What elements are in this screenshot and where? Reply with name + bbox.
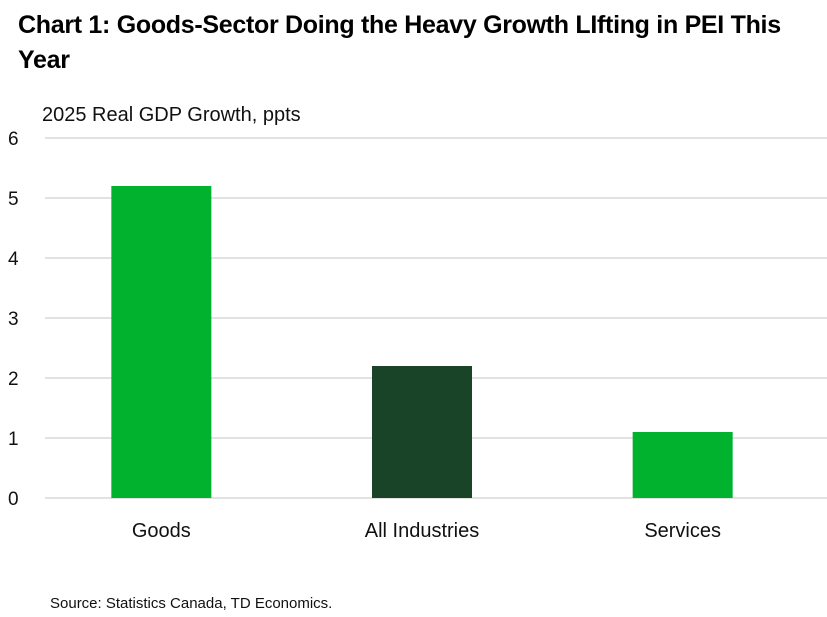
x-tick-label: Services bbox=[644, 520, 721, 542]
y-tick-label: 2 bbox=[8, 369, 19, 390]
x-tick-label: All Industries bbox=[365, 520, 480, 542]
y-tick-label: 3 bbox=[8, 309, 19, 330]
source-note: Source: Statistics Canada, TD Economics. bbox=[50, 595, 333, 612]
chart-title: Chart 1: Goods-Sector Doing the Heavy Gr… bbox=[18, 11, 781, 74]
x-tick-label: Goods bbox=[132, 520, 191, 542]
y-tick-label: 6 bbox=[8, 129, 19, 150]
y-tick-label: 0 bbox=[8, 489, 19, 510]
bar-all-industries bbox=[372, 366, 472, 498]
y-tick-label: 1 bbox=[8, 429, 19, 450]
y-tick-label: 4 bbox=[8, 249, 19, 270]
y-tick-label: 5 bbox=[8, 189, 19, 210]
y-axis-label: 2025 Real GDP Growth, ppts bbox=[42, 104, 301, 126]
bar-goods bbox=[111, 186, 212, 498]
bar-services bbox=[632, 432, 733, 498]
